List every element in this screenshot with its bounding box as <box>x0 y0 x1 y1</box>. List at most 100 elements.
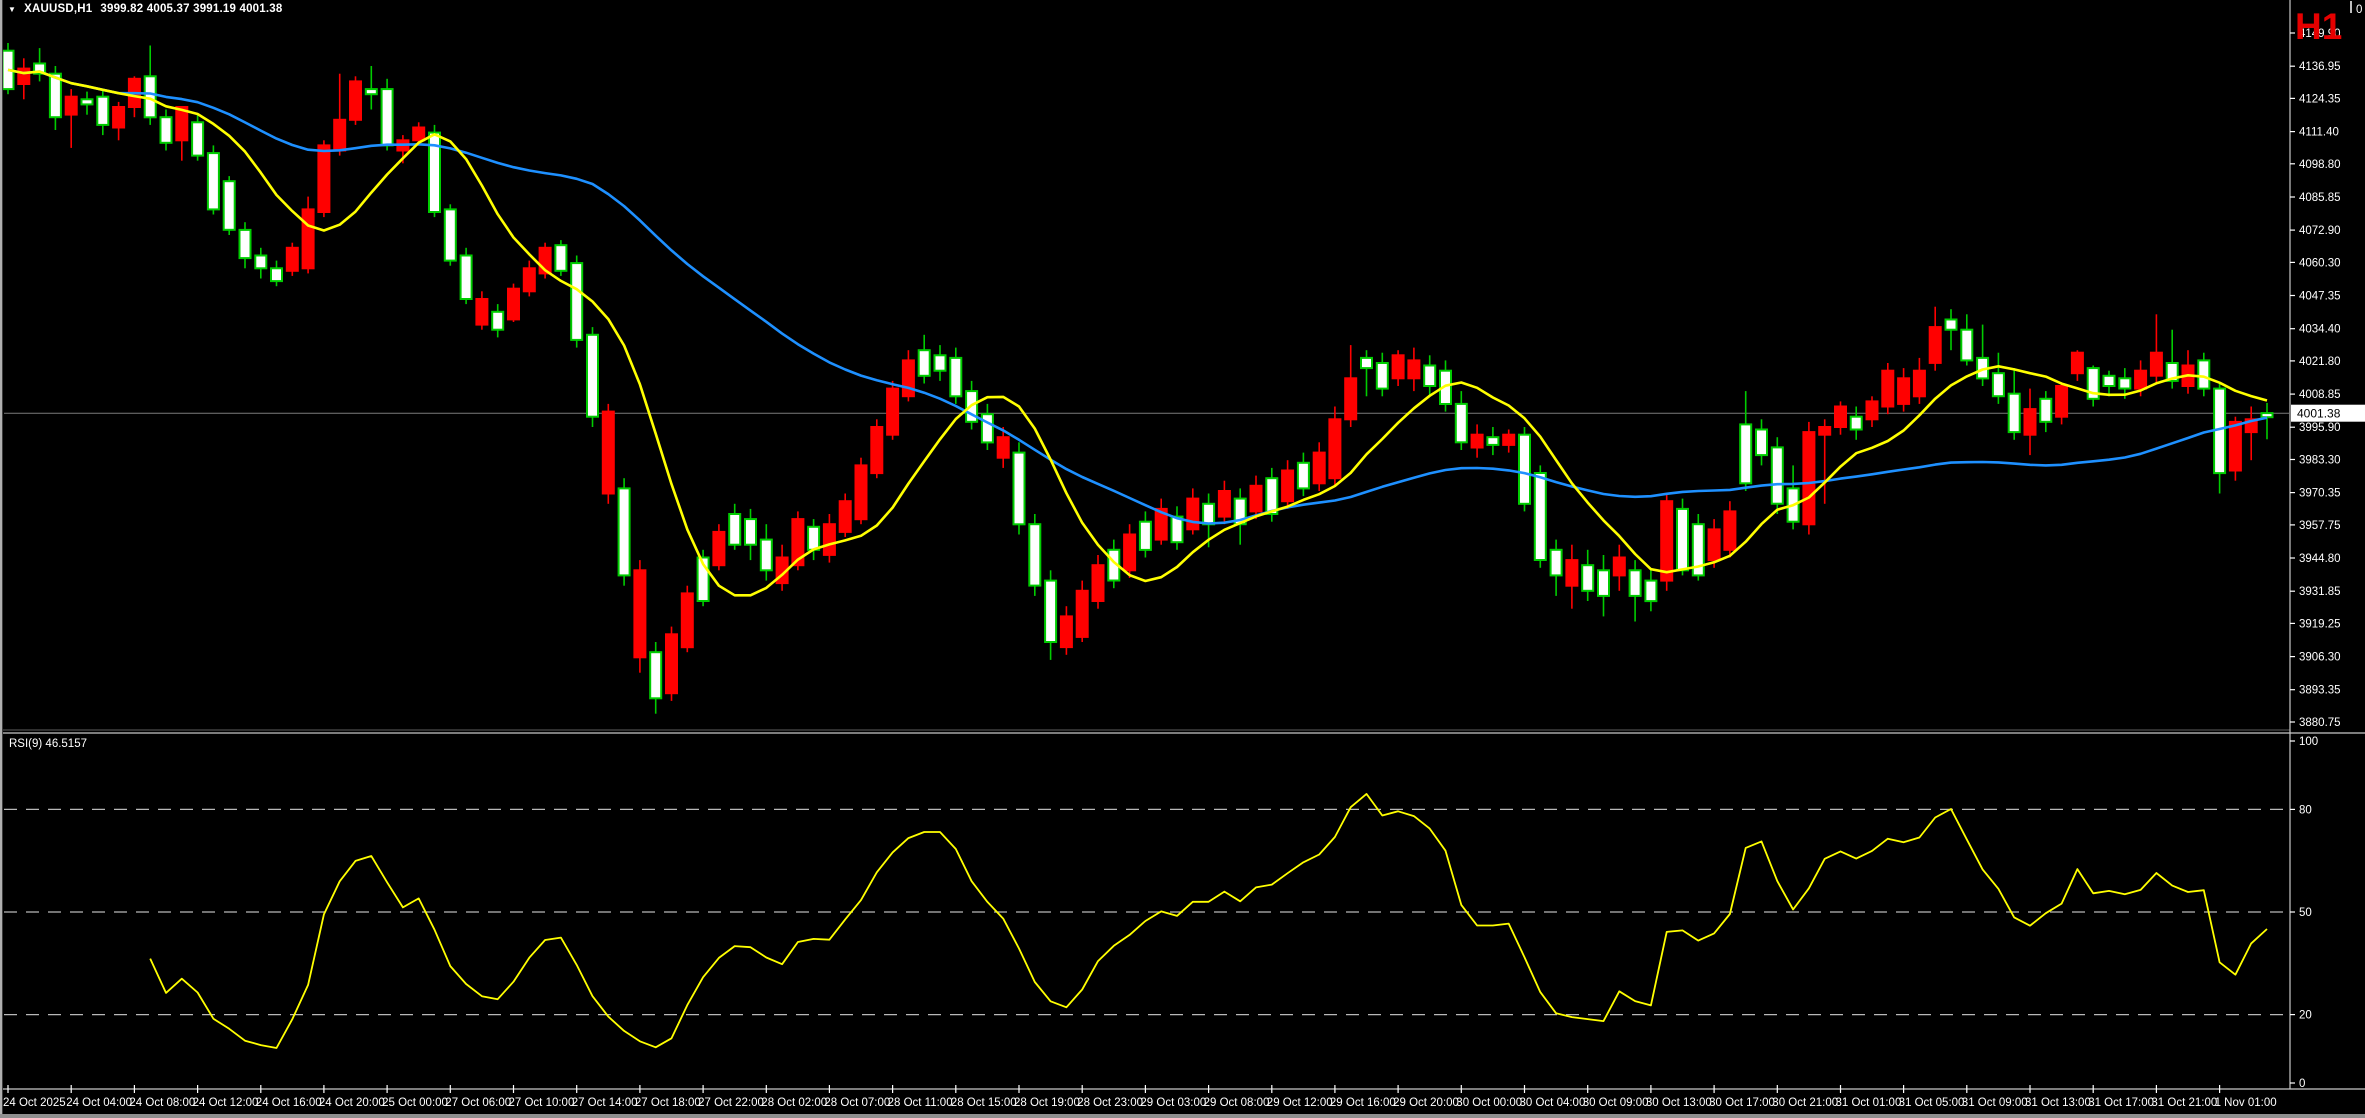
svg-text:4085.85: 4085.85 <box>2299 192 2341 204</box>
candle <box>238 222 252 269</box>
candle <box>617 478 631 586</box>
candle <box>1186 488 1200 535</box>
candle <box>1091 555 1105 609</box>
candle <box>822 514 836 563</box>
candle <box>1518 427 1531 512</box>
candle <box>1059 606 1073 655</box>
candle <box>1660 493 1674 591</box>
candle <box>175 106 189 161</box>
rsi-indicator-pane[interactable] <box>4 734 2290 1086</box>
candle <box>696 549 710 607</box>
svg-text:29 Oct 08:00: 29 Oct 08:00 <box>1204 1097 1270 1109</box>
candle <box>428 124 441 218</box>
svg-text:4034.40: 4034.40 <box>2299 324 2341 336</box>
symbol-dropdown-icon[interactable]: ▼ <box>8 4 17 14</box>
candle <box>301 196 315 274</box>
svg-text:30 Oct 09:00: 30 Oct 09:00 <box>1583 1097 1649 1109</box>
candle <box>1360 350 1373 397</box>
candle <box>1154 498 1168 545</box>
svg-text:31 Oct 17:00: 31 Oct 17:00 <box>2088 1097 2154 1109</box>
candle <box>1802 421 1816 535</box>
candle <box>1849 406 1863 440</box>
candle <box>2039 391 2053 433</box>
candle <box>112 101 126 141</box>
svg-text:24 Oct 16:00: 24 Oct 16:00 <box>256 1097 322 1109</box>
window-left-edge[interactable] <box>0 0 3 1118</box>
candle <box>1928 306 1942 371</box>
scale-corner-marker: 0 <box>2350 1 2362 16</box>
candle <box>1597 555 1610 617</box>
candle <box>2260 402 2274 440</box>
svg-text:4047.35: 4047.35 <box>2299 291 2341 303</box>
candle <box>1281 460 1295 509</box>
candle <box>191 114 205 161</box>
candle <box>901 350 915 402</box>
svg-text:20: 20 <box>2299 1010 2312 1022</box>
svg-text:24 Oct 08:00: 24 Oct 08:00 <box>129 1097 195 1109</box>
candle <box>759 524 773 581</box>
svg-text:3944.80: 3944.80 <box>2299 553 2341 565</box>
candle <box>33 48 47 82</box>
candle <box>1217 480 1231 525</box>
candle <box>1628 560 1642 622</box>
svg-text:29 Oct 03:00: 29 Oct 03:00 <box>1140 1097 1206 1109</box>
candle <box>2023 388 2037 456</box>
candle <box>270 260 283 287</box>
candle <box>1138 511 1152 558</box>
candle <box>1454 391 1468 450</box>
svg-text:28 Oct 07:00: 28 Oct 07:00 <box>824 1097 890 1109</box>
svg-text:28 Oct 02:00: 28 Oct 02:00 <box>761 1097 827 1109</box>
candle <box>2197 352 2211 397</box>
svg-text:3931.85: 3931.85 <box>2299 586 2341 598</box>
candle <box>1075 580 1089 642</box>
svg-text:29 Oct 20:00: 29 Oct 20:00 <box>1393 1097 1459 1109</box>
svg-text:0: 0 <box>2299 1078 2305 1090</box>
candle <box>1707 519 1721 568</box>
candle <box>744 508 757 561</box>
svg-text:31 Oct 09:00: 31 Oct 09:00 <box>1962 1097 2028 1109</box>
candle <box>633 560 647 673</box>
svg-text:4021.80: 4021.80 <box>2299 356 2341 368</box>
rsi-axis-labels: 100 80 50 20 0 <box>2290 736 2318 1090</box>
candle <box>1549 539 1563 596</box>
candle <box>80 91 94 115</box>
price-axis-labels: 4149.90 4136.95 4124.35 4111.40 4098.80 4085.… <box>2290 28 2341 729</box>
candle <box>1423 355 1437 397</box>
candle <box>1691 514 1705 581</box>
svg-text:1 Nov 01:00: 1 Nov 01:00 <box>2215 1097 2277 1109</box>
candle <box>538 242 552 279</box>
candle <box>159 109 173 151</box>
candle <box>728 503 742 550</box>
time-axis[interactable] <box>4 1090 2290 1114</box>
candle <box>317 140 331 218</box>
candle <box>1944 309 1958 351</box>
candle <box>554 240 568 276</box>
candle <box>601 403 615 504</box>
candle <box>1012 442 1026 535</box>
price-axis[interactable] <box>2291 0 2365 1086</box>
candle <box>1991 352 2005 404</box>
candle <box>1723 501 1737 558</box>
candle <box>1296 452 1310 497</box>
candle <box>1834 401 1847 435</box>
candle <box>1486 427 1500 456</box>
svg-text:24 Oct 04:00: 24 Oct 04:00 <box>66 1097 132 1109</box>
slow-ma-line <box>7 68 2268 525</box>
candle <box>475 291 489 330</box>
svg-text:80: 80 <box>2299 804 2312 816</box>
chart-plot-area[interactable] <box>4 18 2290 729</box>
candle <box>459 247 473 305</box>
candle <box>1375 352 1389 397</box>
candle <box>1612 544 1626 591</box>
svg-text:3957.75: 3957.75 <box>2299 520 2341 532</box>
candle <box>570 255 584 348</box>
svg-text:31 Oct 13:00: 31 Oct 13:00 <box>2025 1097 2091 1109</box>
svg-text:4124.35: 4124.35 <box>2299 93 2341 105</box>
svg-text:25 Oct 00:00: 25 Oct 00:00 <box>382 1097 448 1109</box>
svg-text:30 Oct 04:00: 30 Oct 04:00 <box>1520 1097 1586 1109</box>
candle <box>1533 465 1547 568</box>
candle <box>1044 570 1058 660</box>
candle <box>1739 391 1753 491</box>
